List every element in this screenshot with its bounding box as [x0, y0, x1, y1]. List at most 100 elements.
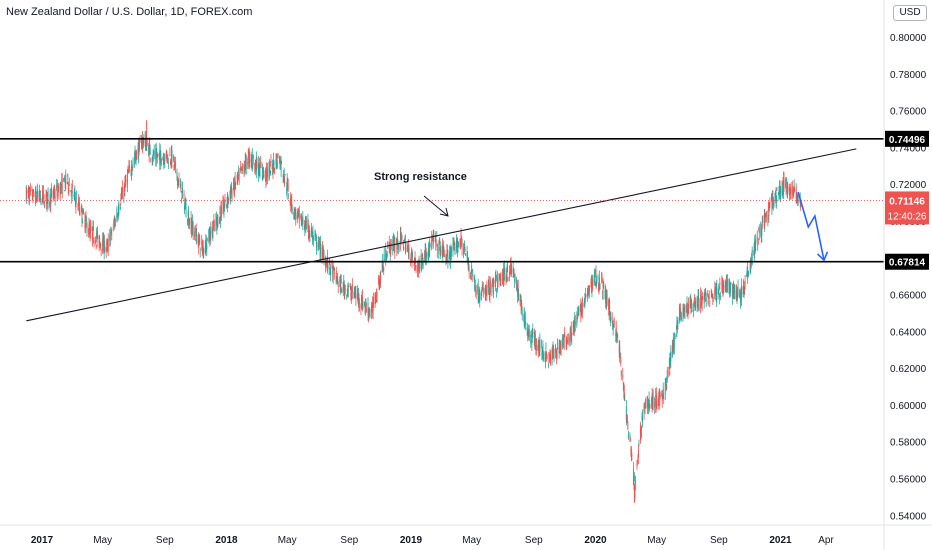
candle-body — [383, 267, 385, 271]
candle-body — [173, 161, 175, 164]
candle-body — [632, 468, 634, 483]
candle-body — [163, 158, 165, 165]
candle-body — [580, 303, 582, 314]
candle-body — [79, 211, 81, 215]
candle-body — [779, 186, 781, 192]
candle-body — [224, 197, 226, 203]
candle-body — [407, 245, 409, 250]
candle-body — [584, 293, 586, 305]
candle-body — [560, 344, 562, 353]
candle-body — [470, 272, 472, 274]
candle-body — [82, 209, 84, 214]
candle-body — [343, 280, 345, 286]
candle-body — [492, 283, 494, 295]
candle-body — [675, 327, 677, 328]
candle-body — [74, 191, 76, 195]
candle-body — [530, 334, 532, 344]
candle-body — [721, 280, 723, 291]
candle-body — [606, 293, 608, 304]
candle-body — [189, 218, 191, 225]
candle-body — [783, 178, 785, 189]
candle-body — [662, 388, 664, 399]
candle-body — [234, 177, 236, 184]
candle-body — [402, 246, 404, 248]
candle-body — [198, 236, 200, 240]
candle-body — [388, 242, 390, 253]
candle-body — [308, 232, 310, 233]
candle-body — [542, 352, 544, 361]
candle-body — [754, 241, 756, 250]
candle-body — [800, 201, 802, 208]
candle-body — [215, 216, 217, 219]
candle-body — [608, 302, 610, 313]
candle-body — [787, 185, 789, 194]
candle-body — [47, 192, 49, 197]
annotation-text: Strong resistance — [374, 171, 467, 183]
candle-body — [615, 333, 617, 337]
candle-body — [258, 163, 260, 174]
symbol-title[interactable]: New Zealand Dollar / U.S. Dollar, 1D, FO… — [6, 6, 253, 18]
candle-body — [631, 455, 633, 456]
candle-body — [47, 191, 49, 205]
time-axis[interactable]: 2017 May Sep 2018 May Sep 2019 May Sep 2020 May Sep… — [31, 535, 835, 546]
candle-body — [442, 245, 444, 248]
candle-body — [629, 440, 631, 441]
candle-body — [231, 191, 233, 199]
candle-body — [35, 197, 37, 200]
candle-body — [665, 379, 667, 385]
candle-body — [673, 333, 675, 348]
candle-body — [318, 240, 320, 245]
candle-body — [170, 162, 172, 165]
candle-body — [114, 219, 116, 226]
candle-body — [365, 305, 366, 310]
candle-body — [526, 327, 528, 335]
candle-body — [61, 179, 63, 182]
candle-body — [106, 242, 108, 246]
candle-body — [633, 476, 635, 478]
candle-body — [761, 221, 763, 226]
candle-body — [697, 294, 699, 308]
candle-body — [64, 180, 66, 189]
candle-body — [375, 300, 377, 302]
candle-body — [789, 187, 791, 190]
candle-body — [746, 268, 748, 277]
candle-body — [473, 275, 475, 280]
candle-body — [747, 272, 749, 274]
candle-body — [443, 254, 445, 257]
candle-body — [220, 206, 222, 218]
candle-body — [78, 206, 80, 208]
candle-body — [127, 172, 129, 174]
candle-body — [385, 256, 387, 260]
candle-body — [215, 220, 217, 227]
candle-body — [792, 189, 794, 196]
candle-body — [305, 220, 307, 230]
candle-body — [131, 165, 132, 175]
candle-body — [204, 246, 206, 249]
candle-body — [537, 346, 539, 351]
candle-body — [499, 273, 501, 278]
candle-body — [85, 215, 87, 223]
candle-body — [372, 307, 374, 315]
candle-body — [49, 193, 51, 206]
candle-body — [371, 305, 373, 313]
candle-body — [172, 155, 174, 160]
currency-dropdown[interactable]: USD — [893, 5, 927, 21]
price-labels-layer: 0.74496 0.67814 0.71146 12:40:26 — [885, 130, 929, 270]
candle-body — [149, 143, 151, 148]
candle-body — [71, 184, 73, 188]
candle-body — [325, 266, 327, 268]
candle-body — [304, 229, 306, 232]
candle-body — [464, 243, 466, 252]
candle-body — [224, 205, 225, 209]
candle-body — [274, 168, 275, 172]
candle-body — [277, 163, 279, 165]
candle-body — [263, 173, 265, 177]
candle-body — [726, 280, 728, 286]
candle-body — [46, 199, 48, 206]
candle-body — [245, 155, 247, 170]
candle-body — [782, 186, 783, 196]
candle-body — [783, 178, 784, 195]
candle-body — [104, 240, 106, 251]
